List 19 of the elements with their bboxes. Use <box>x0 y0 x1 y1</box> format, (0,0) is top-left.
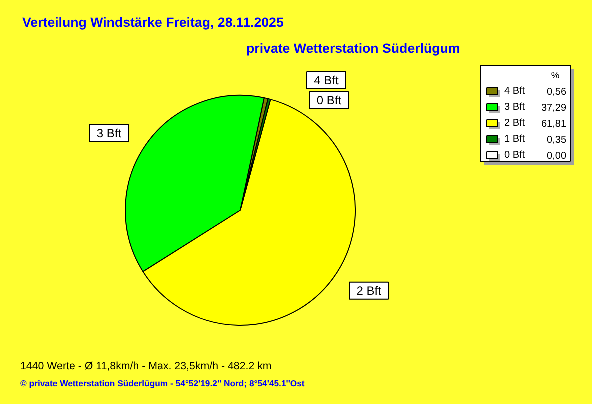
text: © private Wetterstation Süderlügum - 54°52'19.2'' Nord; 8°54'45.1''Ost <box>20 378 305 388</box>
chart-title: Verteilung Windstärke Freitag, 28.11.2025 <box>22 15 284 30</box>
legend-label: 3 Bft <box>504 102 526 113</box>
slice-label: 2 Bft <box>356 284 382 298</box>
category-label: 0 Bft <box>316 94 342 108</box>
text: 1440 Werte - Ø 11,8km/h - Max. 23,5km/h - 482.2 km <box>20 360 272 372</box>
legend-label: 0 Bft <box>504 150 526 161</box>
legend-label: 4 Bft <box>504 86 526 97</box>
chart-subtitle: private Wetterstation Süderlügum <box>246 41 460 56</box>
legend-title: % <box>551 70 560 80</box>
data-label: 0,35 <box>547 135 567 146</box>
data-label: 0,56 <box>547 87 567 98</box>
category-label: 4 Bft <box>314 74 339 88</box>
data-label: 61,81 <box>541 119 567 130</box>
slice-label: 3 Bft <box>96 126 122 140</box>
legend-label: 2 Bft <box>504 118 526 129</box>
text: 0,00 <box>547 151 567 162</box>
legend-label: 1 Bft <box>504 134 526 145</box>
data-label: 37,29 <box>541 103 567 114</box>
